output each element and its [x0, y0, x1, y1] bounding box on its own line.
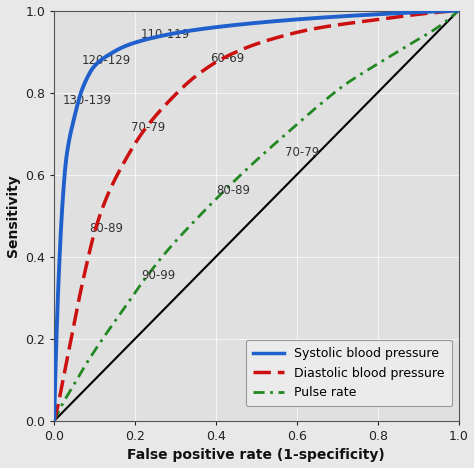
Text: 80-89: 80-89	[216, 184, 250, 197]
Text: 120-129: 120-129	[82, 54, 131, 67]
Text: 130-139: 130-139	[63, 94, 112, 107]
Text: 70-79: 70-79	[131, 122, 165, 134]
Text: 80-89: 80-89	[90, 222, 124, 235]
Text: 90-99: 90-99	[141, 269, 175, 282]
Y-axis label: Sensitivity: Sensitivity	[6, 175, 19, 257]
Text: 70-79: 70-79	[284, 146, 319, 159]
X-axis label: False positive rate (1-specificity): False positive rate (1-specificity)	[128, 448, 385, 462]
Text: 60-69: 60-69	[210, 52, 244, 65]
Legend: Systolic blood pressure, Diastolic blood pressure, Pulse rate: Systolic blood pressure, Diastolic blood…	[246, 340, 452, 406]
Text: 110-119: 110-119	[141, 28, 191, 41]
